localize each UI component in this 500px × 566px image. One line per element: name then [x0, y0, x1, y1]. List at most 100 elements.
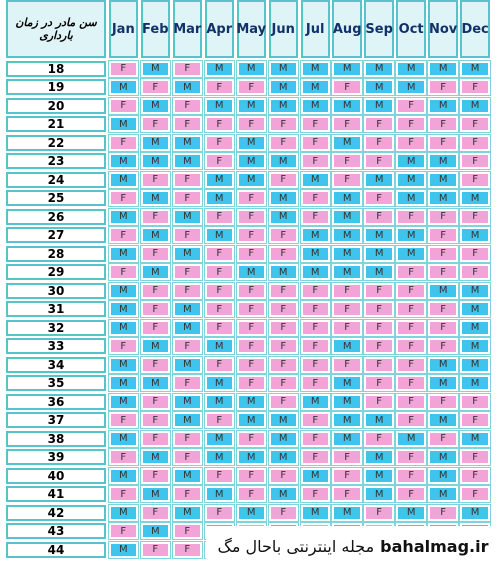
- gender-cell: M: [299, 263, 331, 281]
- gender-cell: M: [427, 189, 459, 207]
- gender-cell: M: [459, 318, 491, 337]
- gender-cell: F: [171, 226, 203, 244]
- gender-cell: F: [299, 115, 331, 133]
- gender-cell: M: [331, 189, 363, 207]
- gender-cell: M: [139, 448, 171, 466]
- watermark-name: مجله اینترنتی باحال مگ: [217, 536, 375, 556]
- gender-cell: F: [331, 448, 363, 466]
- gender-cell: M: [267, 448, 299, 466]
- gender-cell: F: [459, 263, 491, 281]
- gender-cell: M: [107, 281, 139, 300]
- age-cell: 18: [6, 60, 106, 77]
- age-cell: 25: [6, 190, 106, 206]
- gender-cell: M: [459, 189, 491, 207]
- gender-cell: M: [363, 485, 395, 503]
- gender-cell: M: [107, 355, 139, 374]
- gender-cell: M: [203, 374, 235, 392]
- gender-cell: M: [139, 152, 171, 170]
- month-header: Nov: [428, 0, 458, 58]
- gender-cell: F: [203, 152, 235, 170]
- gender-cell: F: [395, 300, 427, 318]
- gender-cell: F: [299, 152, 331, 170]
- gender-cell: F: [203, 503, 235, 522]
- gender-cell: F: [363, 318, 395, 337]
- gender-table: سن مادر در زمان بارداری Jan Feb Mar Apr May Jun…: [6, 0, 491, 559]
- gender-cell: M: [427, 485, 459, 503]
- gender-cell: M: [139, 263, 171, 281]
- gender-cell: F: [395, 133, 427, 152]
- gender-cell: M: [107, 503, 139, 522]
- watermark: مجله اینترنتی باحال مگ bahalmag.ir: [206, 526, 500, 566]
- gender-cell: F: [267, 318, 299, 337]
- age-cell: 29: [6, 264, 106, 280]
- gender-cell: M: [203, 429, 235, 448]
- age-cell: 32: [6, 319, 106, 336]
- gender-cell: M: [459, 355, 491, 374]
- gender-cell: F: [299, 133, 331, 152]
- gender-cell: F: [459, 78, 491, 96]
- gender-cell: M: [459, 300, 491, 318]
- gender-cell: F: [139, 300, 171, 318]
- age-cell: 35: [6, 375, 106, 391]
- gender-cell: F: [235, 429, 267, 448]
- gender-cell: F: [395, 374, 427, 392]
- gender-cell: M: [267, 411, 299, 429]
- gender-cell: M: [267, 59, 299, 78]
- gender-cell: F: [299, 448, 331, 466]
- age-cell: 39: [6, 449, 106, 465]
- gender-cell: F: [235, 355, 267, 374]
- gender-cell: M: [331, 226, 363, 244]
- gender-cell: F: [235, 300, 267, 318]
- gender-cell: M: [331, 207, 363, 226]
- gender-cell: M: [363, 226, 395, 244]
- gender-cell: M: [171, 503, 203, 522]
- gender-cell: F: [427, 318, 459, 337]
- gender-cell: M: [459, 374, 491, 392]
- gender-cell: F: [427, 503, 459, 522]
- gender-cell: F: [427, 133, 459, 152]
- gender-cell: F: [395, 411, 427, 429]
- gender-cell: M: [299, 226, 331, 244]
- gender-cell: M: [363, 263, 395, 281]
- gender-cell: F: [363, 392, 395, 411]
- gender-cell: F: [235, 189, 267, 207]
- gender-cell: F: [267, 244, 299, 263]
- gender-cell: F: [235, 226, 267, 244]
- gender-cell: F: [139, 115, 171, 133]
- gender-cell: F: [107, 522, 139, 540]
- gender-cell: F: [139, 503, 171, 522]
- gender-cell: F: [171, 115, 203, 133]
- month-header: Oct: [396, 0, 426, 58]
- gender-cell: M: [235, 96, 267, 115]
- gender-cell: M: [203, 189, 235, 207]
- gender-cell: F: [139, 318, 171, 337]
- gender-cell: M: [427, 170, 459, 189]
- gender-cell: M: [139, 226, 171, 244]
- gender-cell: M: [171, 244, 203, 263]
- gender-cell: F: [235, 244, 267, 263]
- gender-cell: F: [299, 189, 331, 207]
- gender-cell: M: [299, 59, 331, 78]
- gender-cell: F: [395, 96, 427, 115]
- gender-cell: F: [299, 429, 331, 448]
- gender-cell: M: [363, 411, 395, 429]
- gender-cell: M: [203, 392, 235, 411]
- gender-cell: F: [203, 355, 235, 374]
- gender-cell: F: [171, 96, 203, 115]
- gender-cell: F: [459, 170, 491, 189]
- gender-cell: M: [395, 59, 427, 78]
- gender-cell: F: [107, 337, 139, 355]
- gender-cell: M: [331, 411, 363, 429]
- gender-cell: F: [267, 133, 299, 152]
- gender-cell: M: [363, 170, 395, 189]
- gender-cell: M: [395, 152, 427, 170]
- gender-cell: F: [363, 207, 395, 226]
- gender-cell: M: [203, 448, 235, 466]
- month-header: Dec: [460, 0, 490, 58]
- gender-cell: F: [299, 337, 331, 355]
- gender-cell: M: [235, 503, 267, 522]
- gender-cell: F: [427, 300, 459, 318]
- gender-cell: F: [203, 207, 235, 226]
- gender-cell: M: [267, 78, 299, 96]
- gender-cell: F: [363, 374, 395, 392]
